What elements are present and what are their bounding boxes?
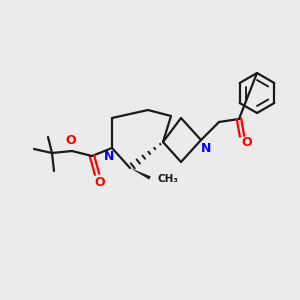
Text: N: N [104, 151, 114, 164]
Text: O: O [242, 136, 252, 149]
Text: O: O [66, 134, 76, 148]
Polygon shape [130, 168, 151, 180]
Text: CH₃: CH₃ [158, 174, 179, 184]
Text: O: O [95, 176, 105, 188]
Text: N: N [201, 142, 211, 154]
